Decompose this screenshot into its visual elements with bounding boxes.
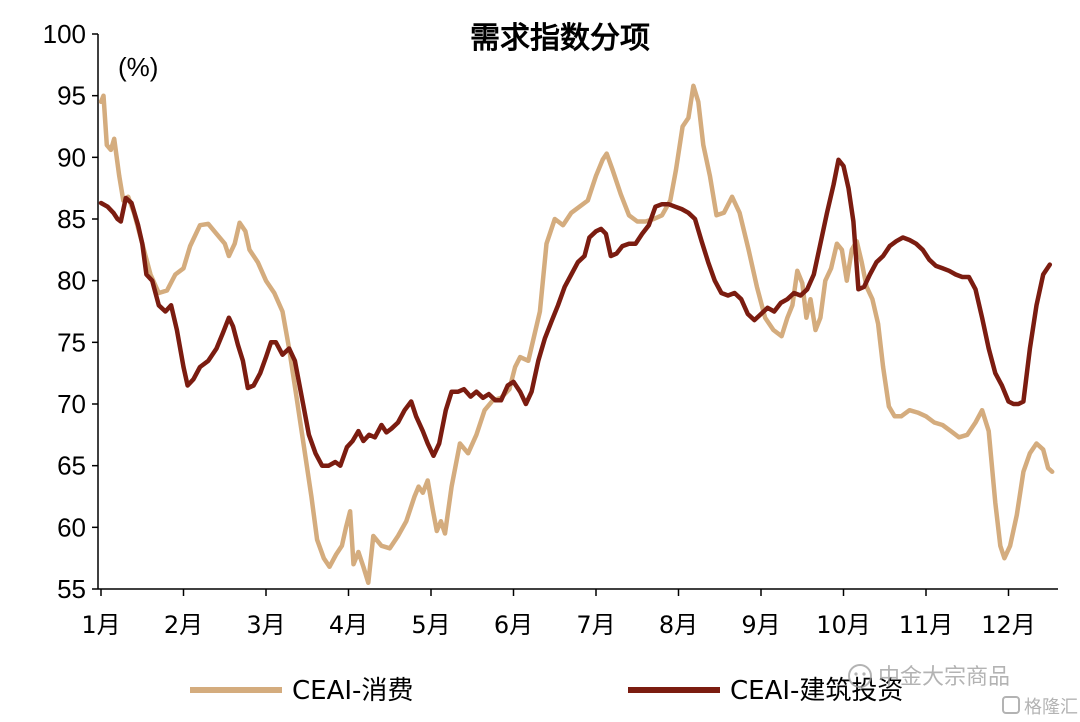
y-tick-label: 100 bbox=[43, 19, 86, 49]
x-tick-label-month-10: 10月 bbox=[816, 611, 871, 639]
wechat-icon bbox=[848, 664, 872, 688]
x-tick-label-month-4: 4月 bbox=[329, 611, 368, 639]
x-tick-label-month-2: 2月 bbox=[164, 611, 203, 639]
watermark: 中金大宗商品 格隆汇 bbox=[848, 664, 1078, 718]
series-line-construction bbox=[98, 157, 1053, 468]
x-tick-label-month-8: 8月 bbox=[659, 611, 698, 639]
watermark-brand: 格隆汇 bbox=[1024, 697, 1078, 718]
brand-logo-icon bbox=[1002, 696, 1020, 714]
y-tick-label: 80 bbox=[57, 266, 86, 296]
y-tick-label: 65 bbox=[57, 451, 86, 481]
y-tick-label: 95 bbox=[57, 81, 86, 111]
watermark-source: 中金大宗商品 bbox=[878, 665, 1010, 690]
x-tick-label-month-1: 1月 bbox=[81, 611, 120, 639]
series-lines bbox=[98, 83, 1055, 586]
x-tick-label-month-3: 3月 bbox=[246, 611, 285, 639]
x-tick-label-month-9: 9月 bbox=[741, 611, 780, 639]
y-tick-label: 60 bbox=[57, 512, 86, 542]
x-tick-label-month-11: 11月 bbox=[899, 611, 954, 639]
chart-title: 需求指数分项 bbox=[470, 21, 650, 56]
x-axis-ticks: 1月 2月 3月 4月 5月 6月 7月 8月 9月 10月 11月 12月 bbox=[81, 589, 1036, 639]
y-tick-label: 90 bbox=[57, 142, 86, 172]
legend: CEAI-消费 CEAI-建筑投资 bbox=[190, 676, 903, 706]
series-line-consumption bbox=[98, 83, 1055, 586]
x-tick-label-month-7: 7月 bbox=[576, 611, 615, 639]
y-tick-label: 70 bbox=[57, 389, 86, 419]
y-tick-label: 75 bbox=[57, 327, 86, 357]
x-tick-label-month-12: 12月 bbox=[981, 611, 1036, 639]
x-tick-label-month-5: 5月 bbox=[411, 611, 450, 639]
legend-label-consumption: CEAI-消费 bbox=[292, 676, 413, 706]
y-tick-label: 85 bbox=[57, 204, 86, 234]
y-tick-label: 55 bbox=[57, 574, 86, 604]
y-axis-ticks: 55 60 65 70 75 80 85 90 95 100 bbox=[43, 19, 98, 604]
legend-label-construction: CEAI-建筑投资 bbox=[730, 676, 903, 706]
x-tick-label-month-6: 6月 bbox=[494, 611, 533, 639]
y-axis-unit: (%) bbox=[118, 52, 158, 82]
